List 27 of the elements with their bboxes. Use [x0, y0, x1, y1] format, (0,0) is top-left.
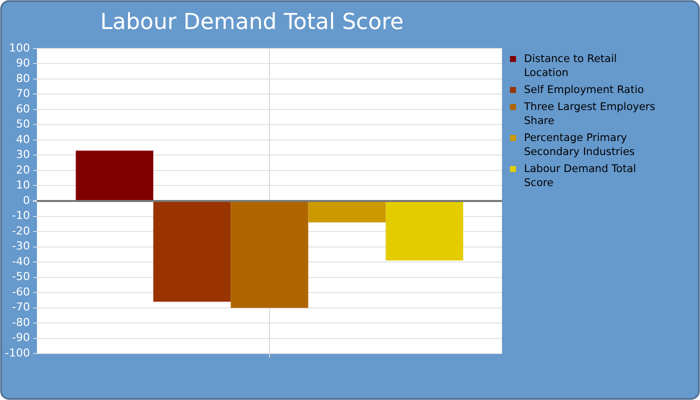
chart-title: Labour Demand Total Score: [100, 10, 404, 35]
y-tick-label: 30: [16, 148, 30, 162]
y-tick-label: 20: [16, 163, 30, 176]
legend-label: Percentage Primary Secondary Industries: [524, 131, 636, 159]
y-tick-label: -60: [12, 285, 30, 298]
y-tick-label: -90: [12, 331, 30, 344]
y-tick-label: 70: [16, 87, 30, 100]
y-tick-label: -70: [12, 300, 30, 314]
y-tick-label: -50: [12, 270, 30, 284]
y-tick-label: -30: [12, 240, 30, 253]
y-tick-label: 100: [8, 41, 30, 54]
y-tick-label: 0: [22, 194, 30, 207]
legend-label: Three Largest Employers Share: [524, 100, 656, 128]
y-tick-label: 80: [16, 72, 30, 85]
y-tick-label: -40: [12, 254, 30, 268]
y-tick-label: -100: [4, 346, 30, 360]
y-tick-label: 10: [16, 178, 30, 192]
y-tick-label: 40: [16, 132, 30, 146]
y-tick-label: -10: [12, 209, 30, 222]
legend-label: Distance to Retail Location: [524, 52, 618, 80]
y-tick-label: 90: [16, 56, 30, 70]
legend-label: Self Employment Ratio: [524, 83, 644, 97]
y-tick-label: -80: [12, 316, 30, 329]
y-tick-label: 50: [16, 118, 30, 131]
y-tick-label: 60: [16, 102, 30, 116]
legend-label: Labour Demand Total Score: [524, 162, 638, 190]
y-tick-label: -20: [12, 224, 30, 238]
